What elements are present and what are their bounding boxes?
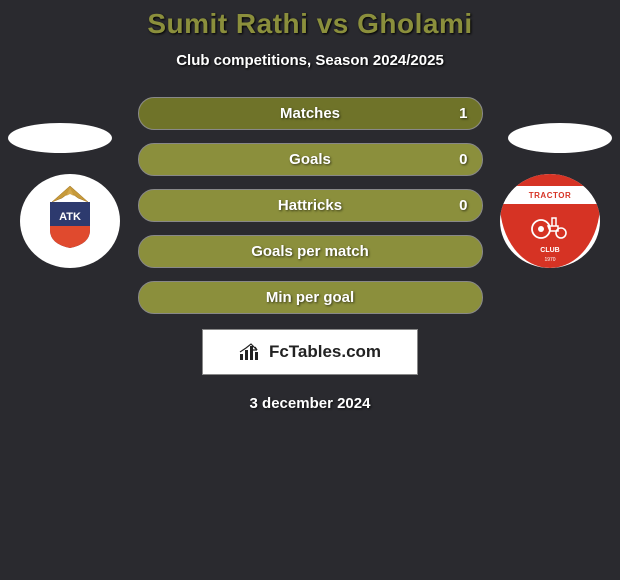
- stats-list: Matches 1 Goals 0 Hattricks 0 Goals per match M…: [138, 97, 483, 314]
- tractor-icon: [530, 212, 570, 240]
- tractor-club-label: CLUB: [500, 247, 600, 254]
- tractor-year: 1970: [500, 257, 600, 263]
- page-title: Sumit Rathi vs Gholami: [147, 8, 472, 40]
- subtitle: Club competitions, Season 2024/2025: [176, 52, 444, 69]
- stat-label: Matches: [280, 105, 340, 122]
- stat-value-right: 1: [459, 105, 467, 122]
- fctables-watermark[interactable]: FcTables.com: [202, 329, 418, 375]
- player-photo-right: [508, 123, 612, 153]
- stat-label: Min per goal: [266, 289, 354, 306]
- shield-icon: ATK: [48, 198, 92, 250]
- stat-row: Min per goal: [138, 281, 483, 314]
- atk-text: ATK: [59, 211, 81, 223]
- bar-chart-icon: [239, 343, 263, 361]
- tractor-band-text: TRACTOR: [500, 186, 600, 204]
- fctables-label: FcTables.com: [269, 342, 381, 362]
- stat-row: Goals per match: [138, 235, 483, 268]
- stat-value-right: 0: [459, 151, 467, 168]
- player-photo-left: [8, 123, 112, 153]
- stat-value-right: 0: [459, 197, 467, 214]
- date-label: 3 december 2024: [250, 395, 371, 412]
- stat-label: Goals per match: [251, 243, 369, 260]
- stat-label: Hattricks: [278, 197, 342, 214]
- stat-row: Hattricks 0: [138, 189, 483, 222]
- club-badge-left: ATK: [20, 174, 120, 268]
- stats-infographic: Sumit Rathi vs Gholami Club competitions…: [0, 0, 620, 412]
- club-badge-right: TRACTOR CLUB 1970: [500, 174, 600, 268]
- stat-label: Goals: [289, 151, 331, 168]
- stat-row: Goals 0: [138, 143, 483, 176]
- stat-row: Matches 1: [138, 97, 483, 130]
